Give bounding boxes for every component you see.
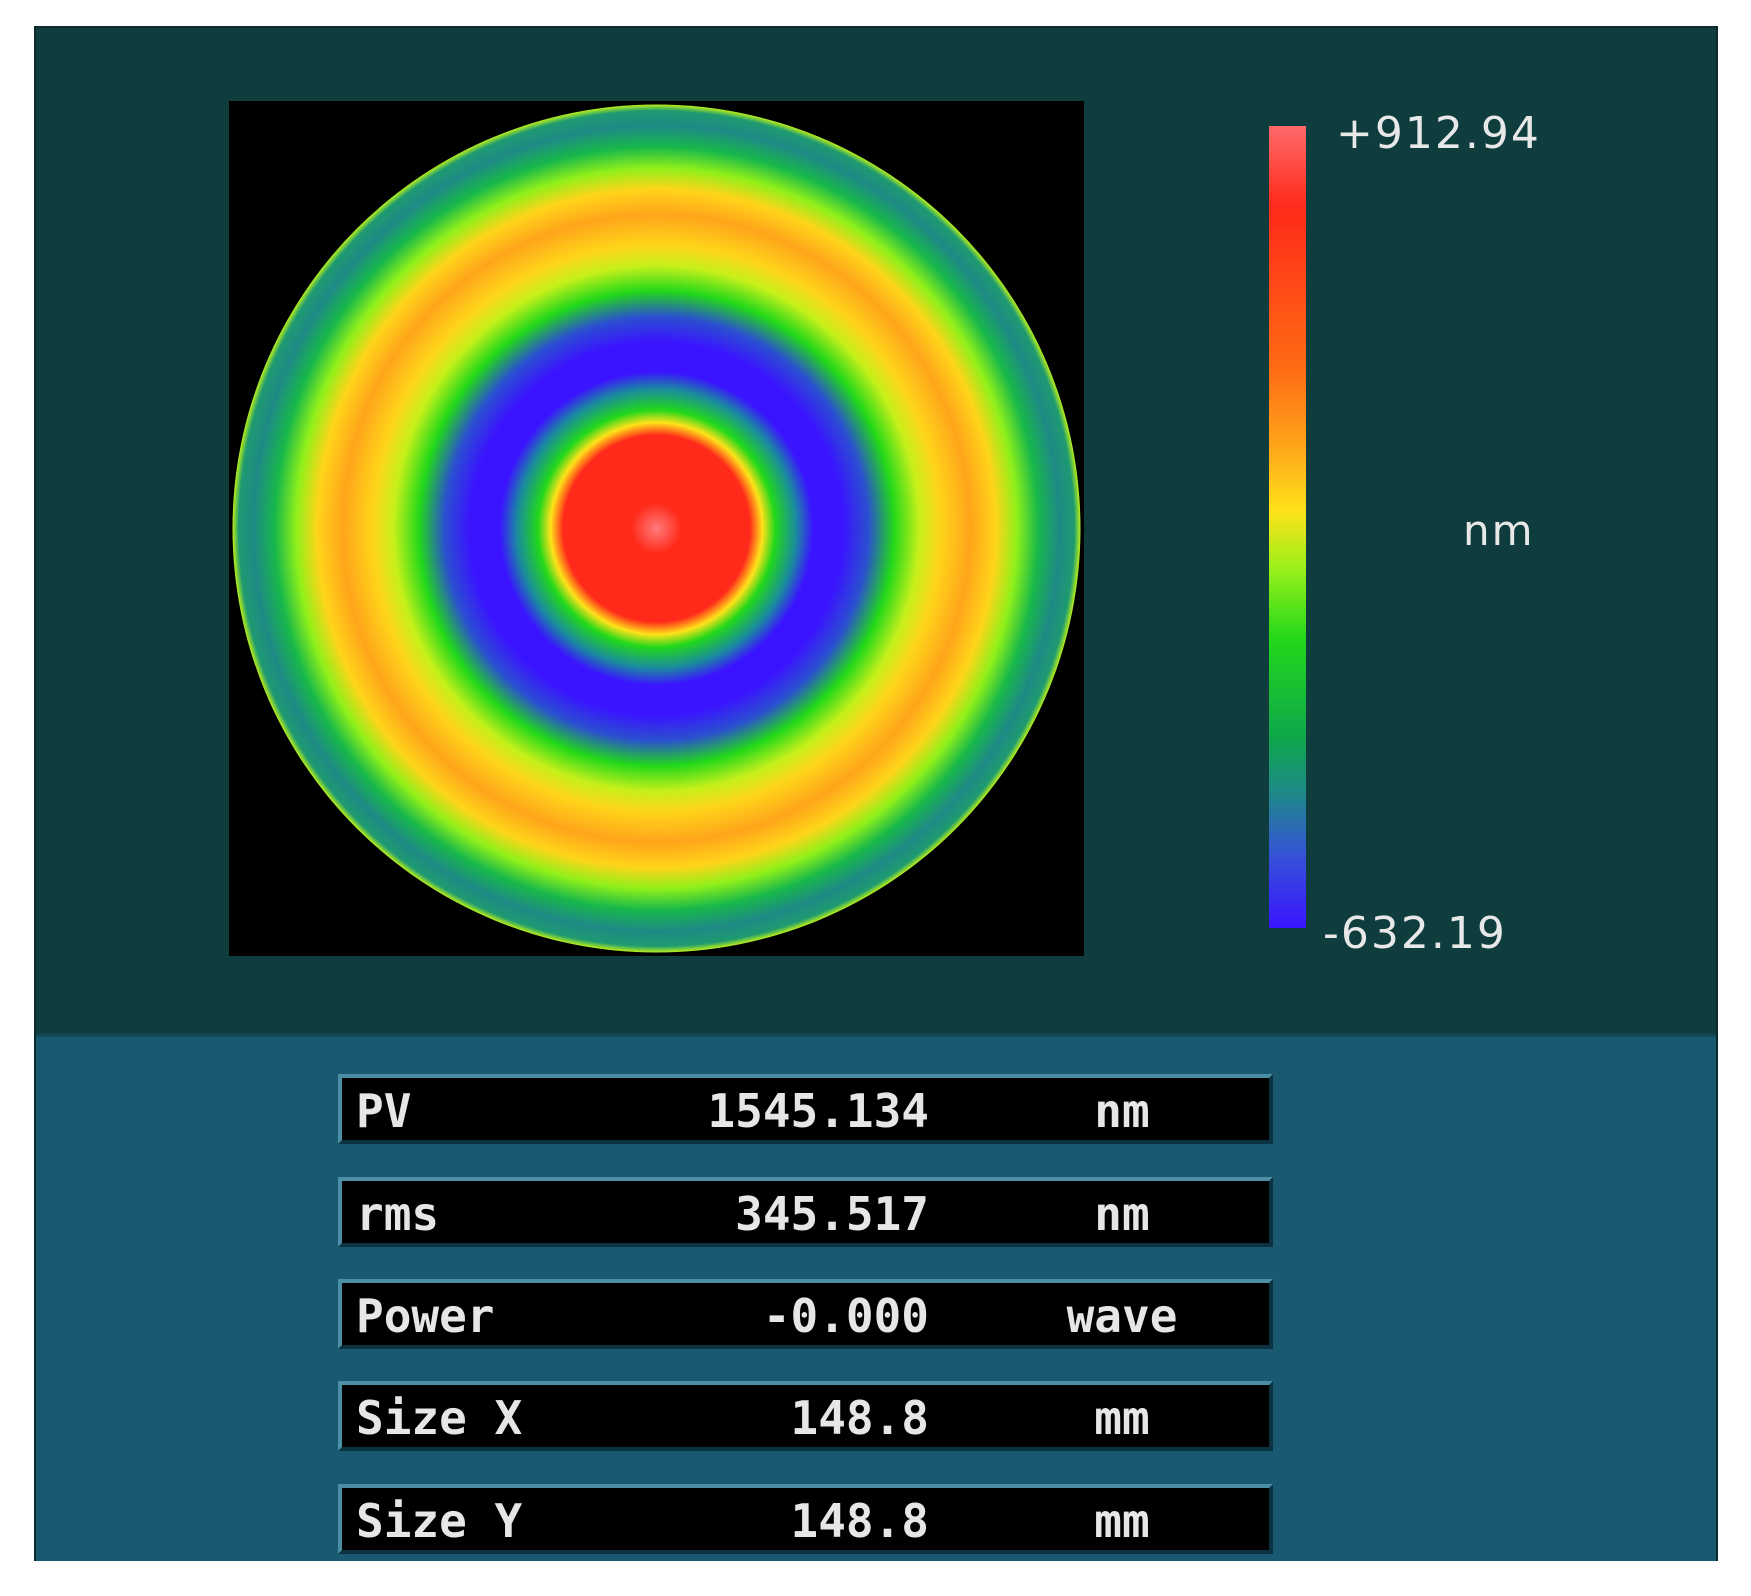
surface-height-map [232, 104, 1081, 953]
stat-value: 148.8 [790, 1391, 929, 1445]
stat-name: Power [356, 1289, 495, 1343]
stat-name: Size X [356, 1391, 523, 1445]
surface-map-frame [229, 101, 1084, 956]
stat-value: 148.8 [790, 1494, 929, 1548]
stat-name: rms [356, 1187, 440, 1241]
stat-row-size-y: Size Y 148.8 mm [338, 1484, 1273, 1554]
stat-name: Size Y [356, 1494, 523, 1548]
stat-unit: nm [1094, 1187, 1150, 1241]
stat-unit: mm [1094, 1391, 1150, 1445]
surface-aperture [232, 104, 1081, 953]
stat-row-size-x: Size X 148.8 mm [338, 1381, 1273, 1451]
surface-measurement-window: +912.94 nm -632.19 PV 1545.134 nm rms 34… [34, 26, 1718, 1561]
statistics-panel: PV 1545.134 nm rms 345.517 nm Power -0.0… [36, 1034, 1716, 1561]
color-scale-unit-label: nm [1463, 506, 1535, 555]
stat-row-pv: PV 1545.134 nm [338, 1074, 1273, 1144]
surface-map-panel: +912.94 nm -632.19 [36, 28, 1716, 1034]
color-scale-max-label: +912.94 [1336, 108, 1541, 159]
stat-unit: wave [1066, 1289, 1178, 1343]
stat-row-rms: rms 345.517 nm [338, 1177, 1273, 1247]
color-scale-bar [1269, 126, 1306, 928]
stat-value: 1545.134 [707, 1084, 929, 1138]
stat-row-power: Power -0.000 wave [338, 1279, 1273, 1349]
stat-unit: nm [1094, 1084, 1150, 1138]
stat-value: 345.517 [735, 1187, 929, 1241]
stat-unit: mm [1094, 1494, 1150, 1548]
stat-name: PV [356, 1084, 412, 1138]
stat-value: -0.000 [762, 1289, 929, 1343]
color-scale-min-label: -632.19 [1323, 908, 1507, 959]
